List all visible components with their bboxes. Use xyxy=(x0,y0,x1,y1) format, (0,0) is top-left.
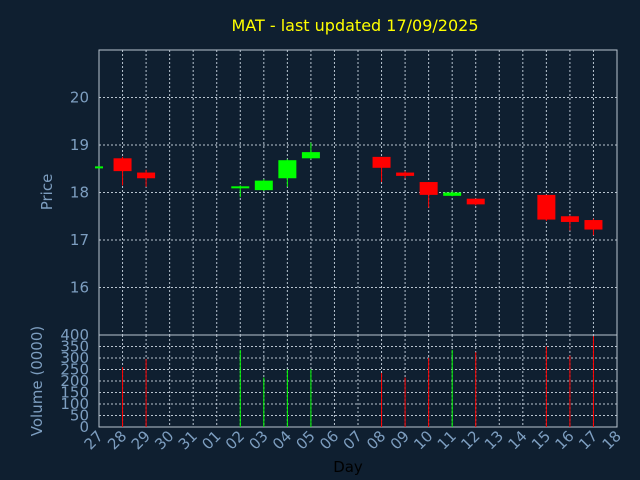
x-tick-label: 31 xyxy=(175,427,201,453)
candle-body xyxy=(254,180,273,191)
x-tick-label: 14 xyxy=(504,427,530,453)
volume-tick-label: 400 xyxy=(60,326,89,344)
price-grid xyxy=(99,50,617,335)
candle-body xyxy=(113,158,132,172)
price-tick-label: 16 xyxy=(70,279,89,297)
price-tick-label: 19 xyxy=(70,136,89,154)
x-tick-label: 05 xyxy=(293,427,319,453)
x-tick-label: 13 xyxy=(481,427,507,453)
volume-tick-label: 200 xyxy=(60,372,89,390)
volume-panel-frame xyxy=(98,334,618,428)
x-tick-label: 01 xyxy=(198,427,224,453)
candle-body xyxy=(396,172,415,176)
volume-tick-label: 100 xyxy=(60,395,89,413)
candle-body xyxy=(95,166,103,169)
price-tick-label: 18 xyxy=(70,184,89,202)
x-tick-label: 08 xyxy=(363,427,389,453)
x-tick-label: 03 xyxy=(245,427,271,453)
volume-tick-label: 50 xyxy=(70,407,89,425)
candle-body xyxy=(584,220,603,230)
candle-body xyxy=(301,152,320,159)
x-tick-label: 28 xyxy=(104,427,130,453)
candle-body xyxy=(537,194,556,220)
x-tick-label: 09 xyxy=(387,427,413,453)
candle-body xyxy=(419,182,438,195)
candle-body xyxy=(466,198,485,205)
volume-tick-label: 300 xyxy=(60,349,89,367)
volume-bars xyxy=(122,336,594,427)
volume-tick-label: 350 xyxy=(60,338,89,356)
x-tick-label: 04 xyxy=(269,427,295,453)
x-tick-label: 15 xyxy=(528,427,554,453)
x-tick-label: 07 xyxy=(340,427,366,453)
volume-tick-label: 150 xyxy=(60,384,89,402)
candle-body xyxy=(278,160,297,179)
x-tick-label: 11 xyxy=(434,427,460,453)
x-tick-label: 18 xyxy=(599,427,625,453)
volume-grid xyxy=(99,335,617,427)
x-tick-label: 16 xyxy=(552,427,578,453)
candles xyxy=(95,142,603,236)
x-tick-label: 10 xyxy=(410,427,436,453)
x-tick-label: 02 xyxy=(222,427,248,453)
candle-body xyxy=(231,186,250,189)
chart-title: MAT - last updated 17/09/2025 xyxy=(231,16,478,35)
price-axis: 16 17 18 19 20 xyxy=(70,89,89,297)
candle-body xyxy=(372,156,391,168)
x-tick-label: 12 xyxy=(457,427,483,453)
candle-body xyxy=(443,192,462,196)
x-axis-label: Day xyxy=(333,458,363,476)
x-axis: 2728293031010203040506070809101112131415… xyxy=(81,427,625,453)
price-tick-label: 20 xyxy=(70,89,89,107)
candle-body xyxy=(137,172,156,179)
volume-axis-label: Volume (0000) xyxy=(28,326,46,436)
x-tick-label: 29 xyxy=(128,427,154,453)
candle-body xyxy=(560,216,579,222)
x-tick-label: 30 xyxy=(151,427,177,453)
price-tick-label: 17 xyxy=(70,231,89,249)
x-tick-label: 17 xyxy=(575,427,601,453)
volume-tick-label: 250 xyxy=(60,361,89,379)
price-axis-label: Price xyxy=(38,174,56,211)
x-tick-label: 06 xyxy=(316,427,342,453)
volume-tick-label: 0 xyxy=(79,418,89,436)
